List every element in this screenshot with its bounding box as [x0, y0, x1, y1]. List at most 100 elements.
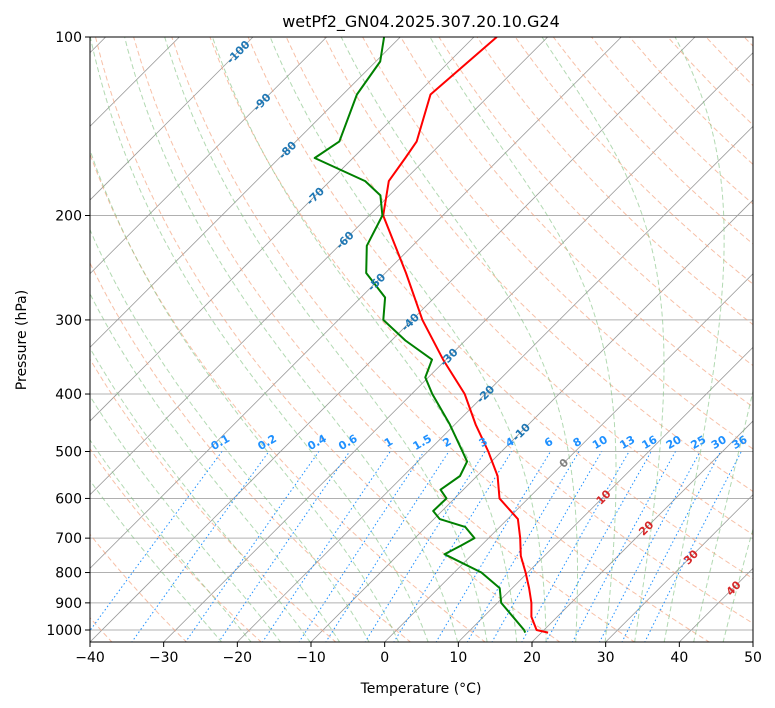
y-tick-label: 1000 [46, 623, 82, 639]
temperature-profile-line [382, 37, 549, 634]
y-tick-label: 500 [55, 444, 82, 460]
moist-adiabat-line [90, 395, 282, 642]
isotherm-label: -60 [333, 228, 356, 251]
moist-adiabat-line [124, 37, 459, 642]
x-axis-label: Temperature (°C) [360, 681, 482, 697]
moist-adiabat-line [340, 37, 578, 642]
isotherm-line [90, 37, 254, 201]
moist-adiabat-line [90, 37, 429, 642]
mixing-ratio-line [545, 451, 652, 642]
y-tick-label: 700 [55, 531, 82, 547]
mixing-ratio-line [521, 451, 630, 642]
x-tick-label: 10 [449, 650, 467, 666]
x-tick-label: −10 [296, 650, 326, 666]
isotherm-label: 10 [594, 487, 614, 507]
isotherm-line [90, 37, 475, 422]
y-tick-label: 200 [55, 209, 82, 225]
x-tick-label: −40 [75, 650, 105, 666]
isotherm-label: -10 [510, 420, 533, 443]
isotherm-line [384, 273, 753, 642]
moist-adiabat-line [90, 228, 370, 642]
line-labels: 0.1 0.2 0.4 0.6 1 1.5 2 3 4 6 8 10 13 16 20 25 30 36-100-… [209, 38, 750, 599]
isotherm-line [531, 420, 753, 642]
dry-adiabat-line [476, 37, 753, 326]
mixing-ratio-line [435, 451, 551, 642]
isotherm-line [90, 37, 548, 496]
plot-frame [89, 36, 754, 643]
moist-adiabat-line [90, 148, 400, 642]
mixing-ratio-line [621, 451, 722, 642]
x-tick-label: 40 [670, 650, 688, 666]
isotherm-line [163, 52, 753, 642]
mixing-ratio-label: 36 [730, 433, 750, 452]
isotherm-line [457, 346, 753, 642]
moist-adiabat-line [663, 37, 725, 642]
dry-adiabat-line [705, 37, 753, 87]
dry-adiabat-line [90, 533, 188, 642]
dry-adiabat-line [552, 37, 753, 245]
dry-adiabat-line [90, 358, 337, 642]
dewpoint-profile-line [313, 37, 527, 633]
mixing-ratio-line [131, 451, 270, 642]
dry-adiabat-line [171, 37, 710, 642]
dry-adiabat-line [323, 37, 753, 493]
axes: −40 −30 −20 −10 0 10 20 30 40 5010020030040050060… [46, 30, 762, 666]
moist-adiabat-line [164, 37, 488, 642]
dry-adiabat-line [90, 447, 262, 642]
moist-adiabat-line [269, 37, 547, 642]
dry-adiabat-line [209, 37, 753, 624]
mixing-ratio-label: 8 [571, 435, 584, 450]
mixing-ratio-label: 2 [441, 435, 454, 450]
isotherm-line [752, 641, 753, 642]
isotherm-label: -40 [399, 310, 422, 333]
isotherm-label: -50 [365, 270, 388, 293]
mixing-ratio-label: 3 [477, 435, 490, 450]
moist-adiabat-line [90, 292, 341, 642]
moist-adiabat-line [541, 37, 665, 642]
y-axis-label: Pressure (hPa) [14, 290, 30, 390]
mixing-ratio-label: 20 [664, 433, 684, 452]
y-tick-label: 900 [55, 596, 82, 612]
isotherm-label: -90 [250, 90, 273, 113]
isotherm-label: -30 [437, 345, 460, 368]
x-tick-label: −20 [223, 650, 253, 666]
moist-adiabat-line [693, 389, 753, 642]
mixing-ratio-line [364, 451, 486, 642]
dry-adiabat-line [90, 261, 412, 642]
y-tick-label: 600 [55, 491, 82, 507]
chart-title: wetPf2_GN04.2025.307.20.10.G24 [282, 12, 560, 32]
x-tick-label: 0 [380, 650, 389, 666]
moist-adiabat-line [429, 37, 617, 642]
dry-adiabat-line [362, 37, 753, 450]
mixing-ratio-line [185, 451, 320, 642]
mixing-ratio-line [90, 451, 223, 632]
y-tick-label: 400 [55, 387, 82, 403]
x-tick-label: 30 [597, 650, 615, 666]
mixing-ratio-label: 13 [617, 433, 637, 452]
isotherm-label: 40 [724, 578, 744, 598]
isotherm-line [90, 37, 622, 569]
isotherm-label: 30 [681, 547, 701, 567]
isotherm-line [90, 37, 401, 348]
isotherm-line [236, 125, 753, 642]
background-lines [90, 37, 753, 642]
x-tick-label: −30 [149, 650, 179, 666]
mixing-ratio-label: 6 [542, 435, 555, 450]
dry-adiabat-line [95, 37, 561, 642]
mixing-ratio-label: 16 [640, 433, 660, 452]
mixing-ratio-label: 0.1 [209, 432, 232, 453]
x-tick-label: 50 [744, 650, 762, 666]
mixing-ratio-label: 30 [709, 433, 729, 452]
mixing-ratio-line [218, 451, 351, 642]
mixing-ratio-line [393, 451, 513, 642]
mixing-ratio-line [261, 451, 391, 642]
mixing-ratio-label: 10 [590, 433, 610, 452]
dry-adiabat-line [591, 37, 753, 205]
y-tick-label: 300 [55, 313, 82, 329]
moist-adiabat-line [90, 439, 252, 642]
isotherm-label: -70 [304, 184, 327, 207]
mixing-ratio-line [298, 451, 425, 642]
dry-adiabat-line [133, 37, 636, 642]
